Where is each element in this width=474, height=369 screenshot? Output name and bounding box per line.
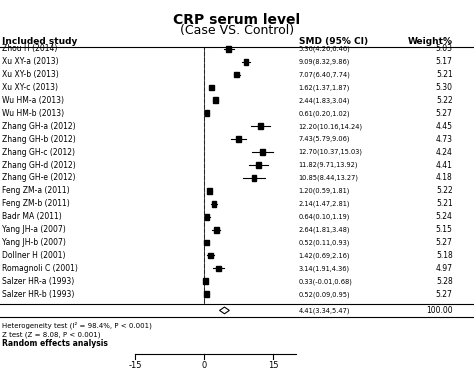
Text: Salzer HR-a (1993): Salzer HR-a (1993) — [2, 277, 74, 286]
Bar — [216, 266, 221, 271]
Text: Zhang GH-a (2012): Zhang GH-a (2012) — [2, 122, 76, 131]
Bar — [236, 136, 241, 142]
Text: 12.20(10.16,14.24): 12.20(10.16,14.24) — [299, 123, 363, 130]
Text: Random effects analysis: Random effects analysis — [2, 339, 108, 348]
Text: 2.44(1.83,3.04): 2.44(1.83,3.04) — [299, 97, 350, 104]
Bar — [204, 292, 209, 297]
Text: 9.09(8.32,9.86): 9.09(8.32,9.86) — [299, 58, 350, 65]
Text: Weight%: Weight% — [408, 37, 453, 46]
Text: Yang JH-a (2007): Yang JH-a (2007) — [2, 225, 66, 234]
Text: 5.03: 5.03 — [436, 44, 453, 53]
Text: Xu XY-b (2013): Xu XY-b (2013) — [2, 70, 59, 79]
Text: 5.15: 5.15 — [436, 225, 453, 234]
Text: (Case VS. Control): (Case VS. Control) — [180, 24, 294, 37]
Bar — [205, 214, 210, 220]
Text: Zhang GH-d (2012): Zhang GH-d (2012) — [2, 161, 76, 169]
Text: 15: 15 — [268, 361, 279, 369]
Bar — [244, 59, 248, 65]
Text: 5.17: 5.17 — [436, 57, 453, 66]
Text: 5.22: 5.22 — [436, 96, 453, 105]
Text: Romagnoli C (2001): Romagnoli C (2001) — [2, 264, 78, 273]
Text: 100.00: 100.00 — [426, 306, 453, 315]
Text: 3.14(1.91,4.36): 3.14(1.91,4.36) — [299, 265, 350, 272]
Bar — [207, 188, 212, 194]
Text: 5.30: 5.30 — [436, 83, 453, 92]
Text: 7.43(5.79,9.06): 7.43(5.79,9.06) — [299, 136, 350, 142]
Text: 1.20(0.59,1.81): 1.20(0.59,1.81) — [299, 187, 350, 194]
Text: 7.07(6.40,7.74): 7.07(6.40,7.74) — [299, 71, 350, 78]
Text: Z test (Z = 8.08, P < 0.001): Z test (Z = 8.08, P < 0.001) — [2, 331, 101, 338]
Text: 0.61(0.20,1.02): 0.61(0.20,1.02) — [299, 110, 350, 117]
Text: 1.62(1.37,1.87): 1.62(1.37,1.87) — [299, 84, 350, 91]
Text: Xu XY-a (2013): Xu XY-a (2013) — [2, 57, 59, 66]
Text: 5.21: 5.21 — [436, 70, 453, 79]
Text: 5.27: 5.27 — [436, 109, 453, 118]
Text: Feng ZM-b (2011): Feng ZM-b (2011) — [2, 199, 70, 208]
Bar — [204, 239, 209, 245]
Bar — [203, 279, 208, 284]
Bar — [205, 110, 210, 116]
Text: Badr MA (2011): Badr MA (2011) — [2, 212, 62, 221]
Text: 4.41(3.34,5.47): 4.41(3.34,5.47) — [299, 307, 350, 314]
Text: 4.45: 4.45 — [436, 122, 453, 131]
Text: Yang JH-b (2007): Yang JH-b (2007) — [2, 238, 66, 247]
Text: 4.41: 4.41 — [436, 161, 453, 169]
Text: Feng ZM-a (2011): Feng ZM-a (2011) — [2, 186, 70, 195]
Bar — [209, 253, 213, 258]
Text: SMD (95% CI): SMD (95% CI) — [299, 37, 368, 46]
Text: CRP serum level: CRP serum level — [173, 13, 301, 27]
Text: 0.52(0.09,0.95): 0.52(0.09,0.95) — [299, 291, 350, 297]
Text: 2.64(1.81,3.48): 2.64(1.81,3.48) — [299, 227, 350, 233]
Text: 2.14(1.47,2.81): 2.14(1.47,2.81) — [299, 200, 350, 207]
Text: 11.82(9.71,13.92): 11.82(9.71,13.92) — [299, 162, 358, 168]
Text: 4.97: 4.97 — [436, 264, 453, 273]
Text: 5.24: 5.24 — [436, 212, 453, 221]
Text: 0: 0 — [201, 361, 207, 369]
Bar — [227, 46, 231, 52]
Text: 4.18: 4.18 — [436, 173, 453, 182]
Text: 4.24: 4.24 — [436, 148, 453, 156]
Text: Wu HM-a (2013): Wu HM-a (2013) — [2, 96, 64, 105]
Text: 5.21: 5.21 — [436, 199, 453, 208]
Text: Wu HM-b (2013): Wu HM-b (2013) — [2, 109, 64, 118]
Text: Zhang GH-c (2012): Zhang GH-c (2012) — [2, 148, 75, 156]
Text: Dollner H (2001): Dollner H (2001) — [2, 251, 66, 260]
Text: -15: -15 — [128, 361, 142, 369]
Text: Zhou H (2014): Zhou H (2014) — [2, 44, 58, 53]
Text: 1.42(0.69,2.16): 1.42(0.69,2.16) — [299, 252, 350, 259]
Bar — [256, 162, 261, 168]
Bar — [258, 123, 263, 129]
Text: Zhang GH-b (2012): Zhang GH-b (2012) — [2, 135, 76, 144]
Text: 5.36(4.26,6.46): 5.36(4.26,6.46) — [299, 45, 350, 52]
Text: 4.73: 4.73 — [436, 135, 453, 144]
Text: 5.27: 5.27 — [436, 290, 453, 299]
Bar — [260, 149, 265, 155]
Bar — [234, 72, 239, 77]
Bar — [212, 201, 217, 207]
Text: 0.52(0.11,0.93): 0.52(0.11,0.93) — [299, 239, 350, 246]
Bar — [213, 97, 218, 103]
Text: 5.27: 5.27 — [436, 238, 453, 247]
Text: 5.28: 5.28 — [436, 277, 453, 286]
Bar — [214, 227, 219, 232]
Polygon shape — [219, 307, 229, 314]
Text: 0.33(-0.01,0.68): 0.33(-0.01,0.68) — [299, 278, 353, 284]
Text: 10.85(8.44,13.27): 10.85(8.44,13.27) — [299, 175, 359, 181]
Text: Zhang GH-e (2012): Zhang GH-e (2012) — [2, 173, 76, 182]
Bar — [209, 85, 214, 90]
Text: Xu XY-c (2013): Xu XY-c (2013) — [2, 83, 58, 92]
Text: 5.22: 5.22 — [436, 186, 453, 195]
Text: 12.70(10.37,15.03): 12.70(10.37,15.03) — [299, 149, 363, 155]
Text: Heterogeneity test (I² = 98.4%, P < 0.001): Heterogeneity test (I² = 98.4%, P < 0.00… — [2, 322, 152, 329]
Text: 5.18: 5.18 — [436, 251, 453, 260]
Text: Included study: Included study — [2, 37, 78, 46]
Bar — [252, 175, 256, 181]
Text: Salzer HR-b (1993): Salzer HR-b (1993) — [2, 290, 75, 299]
Text: 0.64(0.10,1.19): 0.64(0.10,1.19) — [299, 214, 350, 220]
